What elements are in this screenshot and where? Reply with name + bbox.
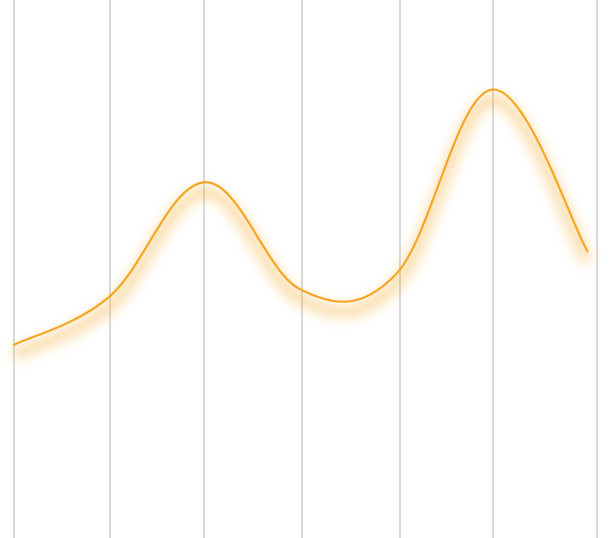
- series-layer: [11, 88, 592, 360]
- series-line-glow: [11, 94, 592, 360]
- vertical-gridlines: [13, 0, 598, 538]
- series-line: [12, 88, 589, 346]
